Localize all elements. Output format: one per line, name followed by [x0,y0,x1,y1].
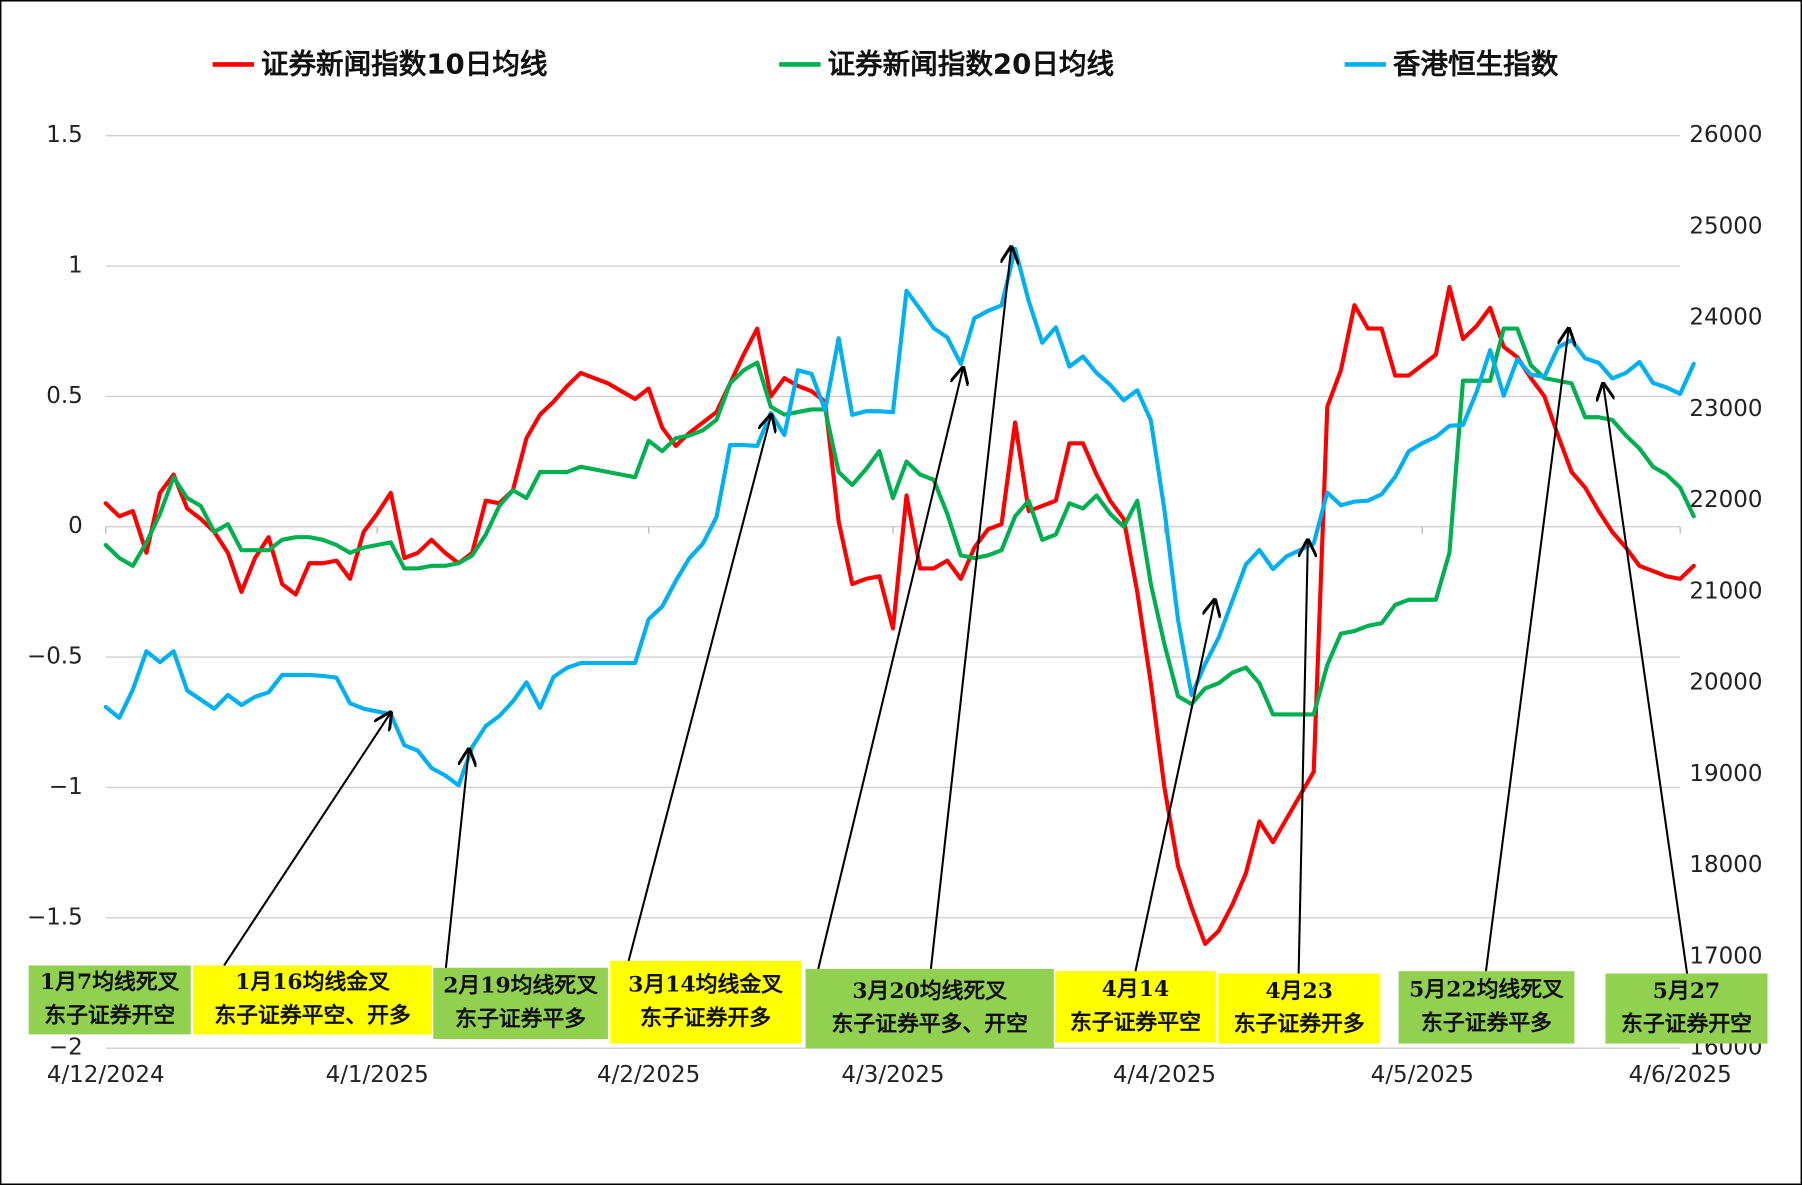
legend-label: 证券新闻指数10日均线 [261,48,548,81]
y2-tick-label: 17000 [1689,943,1762,969]
y2-tick-label: 22000 [1689,487,1762,513]
annotation-text: 4月14 [1102,977,1169,1002]
y-tick-label: −2 [49,1035,83,1061]
annotation-arrow [444,749,469,968]
series-lines [103,246,1696,946]
x-tick-label: 4/4/2025 [1113,1062,1216,1088]
y-tick-label: −1 [49,774,83,800]
y2-tick-label: 24000 [1689,305,1762,331]
legend-label: 香港恒生指数 [1393,48,1559,81]
legend: 证券新闻指数10日均线 证券新闻指数20日均线 香港恒生指数 [212,48,1559,81]
x-tick-label: 4/6/2025 [1629,1062,1732,1088]
y2-tick-label: 25000 [1689,213,1762,239]
annotation-text: 东子证券开多 [640,1005,771,1031]
annotation-box [1605,973,1768,1044]
grid: −2−1.5−1−0.500.511.516000170001800019000… [27,122,1762,1088]
y2-tick-label: 23000 [1689,396,1762,422]
annotation-box [193,965,433,1035]
y2-tick-label: 21000 [1689,578,1762,604]
annotation-text: 东子证券开空 [1621,1011,1752,1037]
x-tick-label: 4/1/2025 [326,1062,429,1088]
annotation-text: 东子证券开多 [1234,1011,1365,1037]
annotation-arrow [1134,600,1214,972]
annotation-arrow [627,415,772,962]
x-tick-label: 4/2/2025 [597,1062,700,1088]
legend-label: 证券新闻指数20日均线 [827,48,1114,81]
annotation-box [28,965,191,1035]
annotation-text: 东子证券开空 [44,1003,175,1029]
annotation-arrow [1484,329,1569,972]
y-tick-label: −1.5 [27,904,83,930]
y2-tick-label: 26000 [1689,122,1762,148]
annotation-text: 2月19均线死叉 [443,973,598,999]
x-tick-label: 4/12/2024 [47,1062,165,1088]
y2-tick-label: 20000 [1689,670,1762,696]
annotation-text: 东子证券平多、开空 [831,1011,1027,1037]
annotation-arrow [223,713,391,966]
series-line [103,246,1696,788]
annotation-text: 3月14均线金叉 [628,972,783,998]
y2-tick-label: 19000 [1689,761,1762,787]
annotation-box [433,967,608,1039]
annotation-box [1398,971,1575,1044]
annotations: 1月7均线死叉东子证券开空1月16均线金叉东子证券平空、开多2月19均线死叉东子… [28,247,1768,1049]
annotation-text: 5月27 [1653,979,1720,1004]
y-tick-label: 0.5 [46,383,83,409]
y-tick-label: 0 [68,513,83,539]
y-tick-label: −0.5 [27,644,83,670]
annotation-box [610,960,802,1044]
annotation-arrow [929,247,1011,969]
annotation-box [1218,973,1381,1044]
annotation-text: 1月16均线金叉 [235,969,390,995]
y2-tick-label: 18000 [1689,852,1762,878]
annotation-text: 东子证券平空、开多 [214,1003,411,1029]
annotation-box [1054,971,1216,1043]
y-tick-label: 1.5 [46,122,83,148]
annotation-text: 3月20均线死叉 [852,978,1007,1004]
annotation-text: 东子证券平多 [455,1006,586,1032]
annotation-arrow [1297,540,1308,974]
annotation-text: 4月23 [1266,979,1333,1004]
y-tick-label: 1 [68,253,83,279]
annotation-text: 5月22均线死叉 [1409,977,1564,1003]
annotation-arrow [817,368,963,970]
annotation-text: 1月7均线死叉 [40,969,180,995]
annotation-text: 东子证券平空 [1070,1009,1201,1035]
x-tick-label: 4/5/2025 [1371,1062,1474,1088]
series-line [103,284,1696,946]
annotation-box [805,968,1054,1049]
annotation-text: 东子证券平多 [1421,1010,1552,1036]
series-line [103,326,1696,717]
annotation-arrow [1603,384,1689,974]
x-tick-label: 4/3/2025 [841,1062,944,1088]
